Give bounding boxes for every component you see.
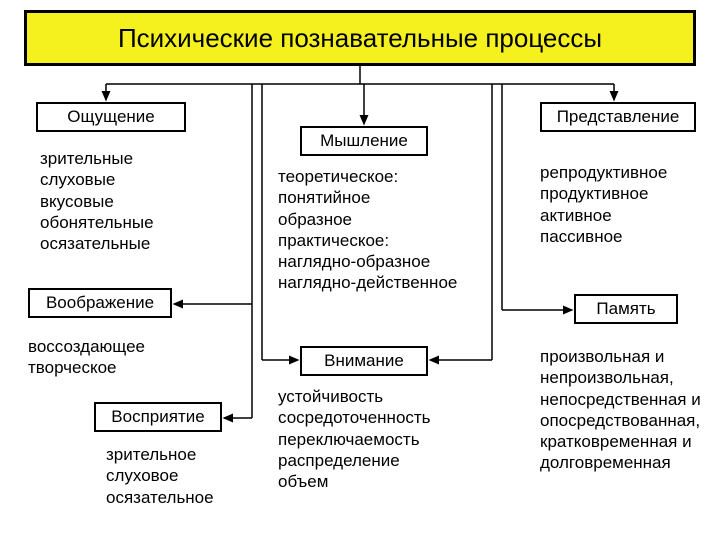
node-thinking: Мышление: [300, 126, 428, 156]
memory-list: произвольная инепроизвольная,непосредств…: [540, 346, 701, 474]
attention-list: устойчивостьсосредоточенностьпереключаем…: [278, 386, 431, 492]
node-representation: Представление: [540, 102, 696, 132]
node-sensation-label: Ощущение: [67, 107, 155, 127]
node-sensation: Ощущение: [36, 102, 186, 132]
node-imagination-label: Воображение: [46, 293, 154, 313]
title-box: Психические познавательные процессы: [24, 10, 696, 66]
node-attention: Внимание: [300, 346, 428, 376]
node-perception-label: Восприятие: [111, 407, 204, 427]
thinking-list: теоретическое:понятийноеобразноепрактиче…: [278, 166, 457, 294]
imagination-list: воссоздающеетворческое: [28, 336, 145, 379]
node-perception: Восприятие: [94, 402, 222, 432]
node-thinking-label: Мышление: [320, 131, 408, 151]
node-imagination: Воображение: [28, 288, 172, 318]
node-memory-label: Память: [596, 299, 655, 319]
title-text: Психические познавательные процессы: [118, 23, 602, 54]
perception-list: зрительноеслуховоеосязательное: [106, 444, 214, 508]
representation-list: репродуктивноепродуктивноеактивноепассив…: [540, 162, 667, 247]
sensation-list: зрительныеслуховыевкусовыеобонятельныеос…: [40, 148, 154, 254]
node-memory: Память: [574, 294, 678, 324]
node-representation-label: Представление: [557, 107, 680, 127]
node-attention-label: Внимание: [324, 351, 404, 371]
